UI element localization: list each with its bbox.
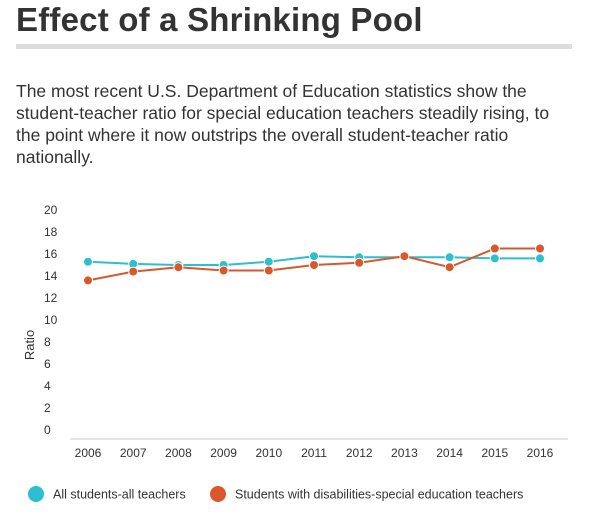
x-tick-label: 2015 [481, 446, 508, 460]
chart-subtitle: The most recent U.S. Department of Educa… [16, 81, 550, 167]
series-group [83, 243, 545, 286]
y-tick-label: 20 [44, 203, 58, 217]
legend-label: All students-all teachers [53, 488, 186, 502]
x-tick-label: 2006 [75, 446, 102, 460]
y-tick-label: 0 [44, 423, 51, 437]
data-point [444, 252, 455, 263]
y-tick-label: 16 [44, 247, 58, 261]
y-axis-label: Ratio [22, 330, 37, 360]
x-tick-label: 2016 [527, 446, 554, 460]
data-point [263, 256, 274, 267]
data-point [173, 262, 184, 273]
data-point [354, 257, 365, 268]
y-tick-label: 2 [44, 401, 51, 415]
x-tick-label: 2009 [210, 446, 237, 460]
data-point [83, 256, 93, 267]
data-point [309, 260, 319, 270]
y-tick-label: 12 [44, 291, 58, 305]
x-tick-label: 2007 [120, 446, 147, 460]
data-point [535, 243, 545, 254]
legend-label: Students with disabilities-special educa… [235, 488, 523, 502]
data-point [399, 251, 410, 262]
y-tick-label: 6 [44, 357, 51, 371]
x-tick-label: 2011 [301, 446, 327, 460]
data-point [489, 253, 500, 264]
data-point [489, 243, 500, 254]
legend-marker [28, 486, 44, 502]
data-point [218, 265, 229, 276]
y-axis-ticks: 0 2 4 6 8 10 12 14 16 18 20 [44, 203, 58, 437]
legend: All students-all teachers Students with d… [28, 486, 523, 502]
data-point [309, 251, 319, 262]
x-tick-label: 2014 [436, 446, 463, 460]
title-divider [16, 44, 572, 49]
x-tick-label: 2010 [255, 446, 282, 460]
data-point [444, 262, 455, 273]
legend-marker [210, 486, 226, 502]
x-tick-label: 2008 [165, 446, 192, 460]
data-point [535, 253, 545, 264]
x-tick-label: 2012 [346, 446, 373, 460]
data-point [83, 275, 93, 286]
data-point [128, 266, 139, 277]
y-tick-label: 4 [44, 379, 51, 393]
x-tick-label: 2013 [391, 446, 418, 460]
data-point [263, 265, 274, 276]
x-axis-ticks: 2006 2007 2008 2009 2010 2011 2012 2013 2014 2015… [75, 446, 554, 460]
chart-title: Effect of a Shrinking Pool [16, 1, 423, 38]
y-tick-label: 14 [44, 269, 58, 283]
y-tick-label: 10 [44, 313, 58, 327]
y-tick-label: 8 [44, 335, 51, 349]
y-tick-label: 18 [44, 225, 58, 239]
